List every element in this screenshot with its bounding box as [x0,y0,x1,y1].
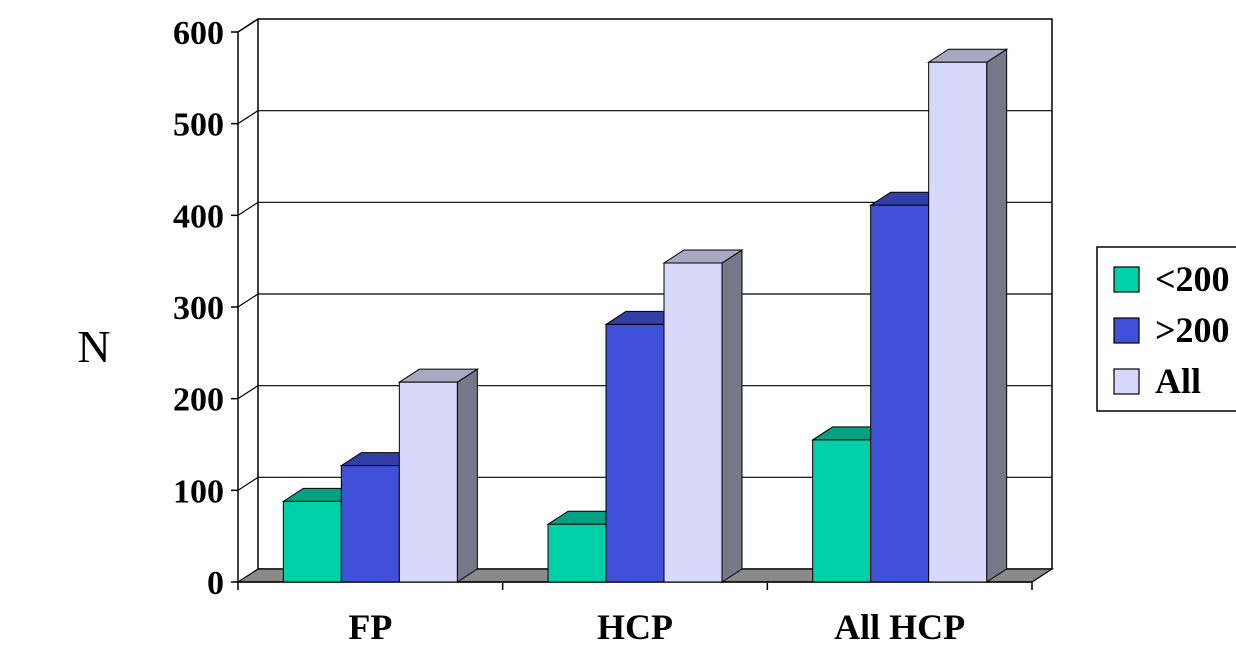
y-tick-label: 100 [173,473,224,510]
y-tick-label: 600 [173,15,224,52]
bar-front [870,204,930,583]
bar-side [721,249,743,583]
bar-side [456,368,478,583]
x-tick-labels: FP HCP All HCP [348,607,965,647]
y-tick-label: 200 [173,382,224,419]
y-tick-label: 0 [207,565,224,602]
bar-front [398,381,458,583]
bar-front [928,61,988,583]
bar [397,368,480,583]
gridline-side [237,476,259,491]
y-tick-label: 400 [173,198,224,235]
bar-side [986,48,1008,583]
bar-front [340,465,400,583]
bar-front [282,500,342,583]
bar-front [663,262,723,583]
legend-label: >200 [1155,310,1230,350]
bars [281,48,1009,583]
y-axis-top-edge [237,18,259,33]
x-tick-label: All HCP [834,607,965,647]
gridline-side [237,201,259,216]
bar-front [812,439,872,583]
legend-label: <200 [1155,259,1230,299]
legend-swatch [1113,317,1140,344]
legend-label: All [1155,361,1201,401]
bar-front [605,323,665,583]
bar [926,48,1009,583]
legend-swatch [1113,368,1140,395]
y-tick-label: 500 [173,107,224,144]
legend: <200 >200 All [1096,246,1236,412]
x-tick-label: HCP [597,607,673,647]
bar-front [547,523,607,583]
gridline-side [237,385,259,400]
x-tick-label: FP [348,607,392,647]
y-tick-label: 300 [173,290,224,327]
y-axis-label: N [77,321,110,372]
y-tick-labels: 0 100 200 300 400 500 600 [173,15,224,602]
bar [662,249,744,583]
legend-swatch [1113,266,1140,293]
gridline-side [237,110,259,125]
gridline-side [237,293,259,308]
